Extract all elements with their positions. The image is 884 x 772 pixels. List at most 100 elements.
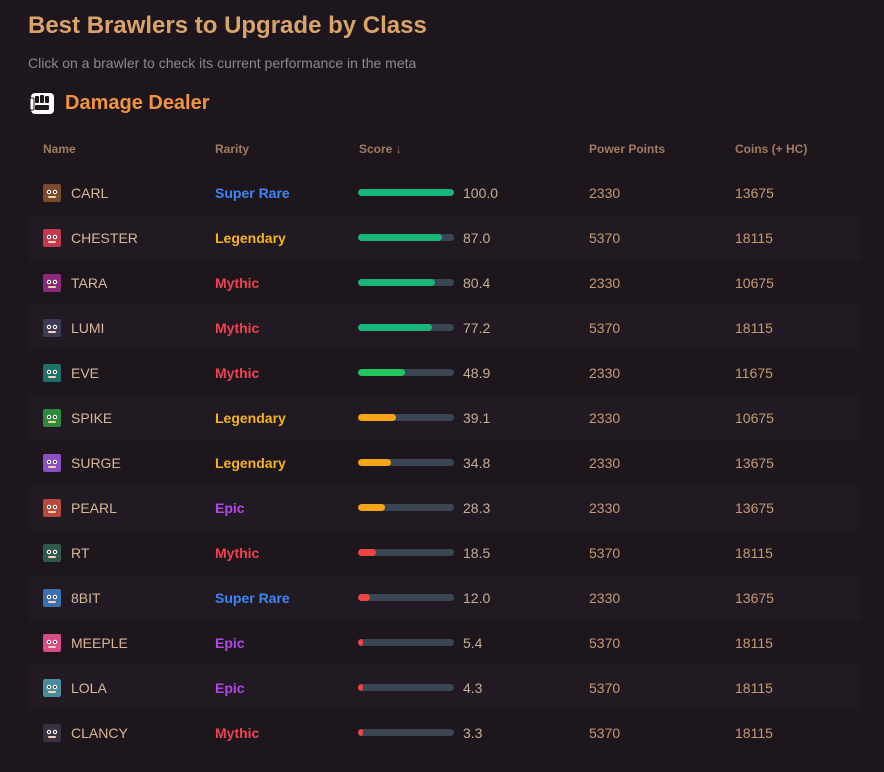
score-bar-fill [358,459,392,466]
score-value: 28.3 [463,499,491,516]
table-row[interactable]: PEARL Epic 28.3 2330 13675 [29,485,860,530]
rarity-label: Mythic [215,274,260,291]
power-points-value: 5370 [589,724,621,741]
brawler-name[interactable]: CARL [71,184,109,201]
score-cell: 100.0 [358,170,498,215]
score-value: 12.0 [463,589,491,606]
score-bar [358,504,454,511]
score-bar-fill [358,189,454,196]
brawler-name[interactable]: MEEPLE [71,634,128,651]
power-points-value: 2330 [589,184,621,201]
table-row[interactable]: RT Mythic 18.5 5370 18115 [29,530,860,575]
table-row[interactable]: TARA Mythic 80.4 2330 10675 [29,260,860,305]
table-row[interactable]: SURGE Legendary 34.8 2330 13675 [29,440,860,485]
coins-value: 13675 [735,184,774,201]
brawler-avatar-icon [43,543,61,562]
brawler-avatar-icon [43,318,61,337]
table-row[interactable]: LUMI Mythic 77.2 5370 18115 [29,305,860,350]
table-row[interactable]: CARL Super Rare 100.0 2330 13675 [29,170,860,215]
score-bar-fill [358,324,433,331]
score-bar [358,549,454,556]
power-points-value: 2330 [589,499,621,516]
brawler-name[interactable]: RT [71,544,90,561]
score-bar [358,684,454,691]
brawler-name-cell[interactable]: TARA [43,260,107,305]
score-value: 4.3 [463,679,483,696]
brawler-name-cell[interactable]: PEARL [43,485,117,530]
score-bar [358,639,454,646]
score-bar [358,594,454,601]
brawler-name[interactable]: CLANCY [71,724,128,741]
table-row[interactable]: LOLA Epic 4.3 5370 18115 [29,665,860,710]
coins-value: 18115 [735,679,773,696]
rarity-label: Mythic [215,544,260,561]
column-header-coins[interactable]: Coins (+ HC) [735,142,808,156]
brawler-name-cell[interactable]: CARL [43,170,108,215]
score-value: 87.0 [463,229,491,246]
power-points-value: 5370 [589,229,621,246]
score-value: 18.5 [463,544,491,561]
score-bar [358,729,454,736]
brawler-avatar-icon [43,183,61,202]
score-bar [358,369,454,376]
table-row[interactable]: MEEPLE Epic 5.4 5370 18115 [29,620,860,665]
score-cell: 18.5 [358,530,490,575]
brawler-name-cell[interactable]: SPIKE [43,395,112,440]
brawler-name-cell[interactable]: LOLA [43,665,107,710]
table-row[interactable]: SPIKE Legendary 39.1 2330 10675 [29,395,860,440]
brawler-name[interactable]: 8BIT [71,589,101,606]
section-header: Damage Dealer [29,88,210,118]
brawler-name-cell[interactable]: EVE [43,350,99,395]
brawler-name[interactable]: LUMI [71,319,105,336]
table-row[interactable]: 8BIT Super Rare 12.0 2330 13675 [29,575,860,620]
rarity-label: Mythic [215,724,260,741]
brawler-name-cell[interactable]: MEEPLE [43,620,128,665]
brawler-name[interactable]: PEARL [71,499,117,516]
score-value: 3.3 [463,724,483,741]
coins-value: 18115 [735,724,773,741]
coins-value: 18115 [735,634,773,651]
score-bar [358,234,454,241]
score-cell: 87.0 [358,215,490,260]
coins-value: 13675 [735,589,774,606]
power-points-value: 2330 [589,274,621,291]
coins-value: 13675 [735,454,774,471]
score-bar-fill [358,234,442,241]
table-row[interactable]: EVE Mythic 48.9 2330 11675 [29,350,860,395]
rarity-label: Mythic [215,319,260,336]
brawler-name[interactable]: LOLA [71,679,107,696]
power-points-value: 2330 [589,409,621,426]
brawler-name[interactable]: SPIKE [71,409,113,426]
power-points-value: 2330 [589,589,621,606]
score-bar-fill [358,594,370,601]
column-header-name[interactable]: Name [43,142,76,156]
brawler-name-cell[interactable]: CHESTER [43,215,138,260]
table-row[interactable]: CHESTER Legendary 87.0 5370 18115 [29,215,860,260]
score-value: 39.1 [463,409,491,426]
coins-value: 18115 [735,229,773,246]
brawler-name[interactable]: CHESTER [71,229,138,246]
score-bar-fill [358,729,363,736]
brawler-name-cell[interactable]: RT [43,530,89,575]
brawler-avatar-icon [43,363,61,382]
brawler-avatar-icon [43,228,61,247]
score-bar [358,459,454,466]
brawler-name-cell[interactable]: CLANCY [43,710,128,755]
brawler-avatar-icon [43,273,61,292]
brawler-name-cell[interactable]: SURGE [43,440,121,485]
column-header-score[interactable]: Score ↓ [359,142,402,156]
brawler-name[interactable]: SURGE [71,454,121,471]
brawler-name[interactable]: TARA [71,274,108,291]
brawler-name-cell[interactable]: 8BIT [43,575,101,620]
table-row[interactable]: CLANCY Mythic 3.3 5370 18115 [29,710,860,755]
score-cell: 34.8 [358,440,490,485]
column-header-power-points[interactable]: Power Points [589,142,666,156]
column-header-rarity[interactable]: Rarity [215,142,250,156]
brawler-name[interactable]: EVE [71,364,100,381]
brawler-avatar-icon [43,588,61,607]
score-value: 77.2 [463,319,491,336]
rarity-label: Epic [215,499,245,516]
brawler-name-cell[interactable]: LUMI [43,305,104,350]
score-cell: 80.4 [358,260,490,305]
